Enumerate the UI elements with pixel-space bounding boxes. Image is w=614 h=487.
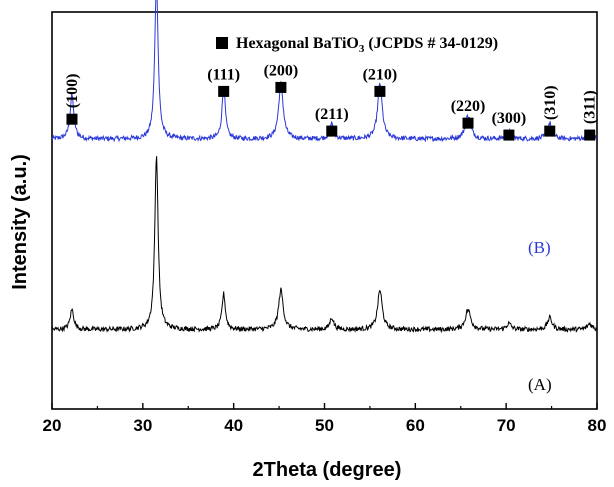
peak-marker xyxy=(66,113,78,125)
peak-label: (200) xyxy=(264,62,299,79)
peak-label: (210) xyxy=(363,66,398,83)
legend: Hexagonal BaTiO3 (JCPDS # 34-0129) xyxy=(216,35,498,55)
series-line-a xyxy=(51,156,597,334)
series-tag-a: (A) xyxy=(528,375,552,394)
peak-label: (100) xyxy=(64,74,81,109)
x-tick-label: 20 xyxy=(43,416,62,435)
series-tag-b: (B) xyxy=(528,238,551,257)
peak-marker xyxy=(326,125,338,137)
peak-marker xyxy=(218,85,230,97)
peak-marker xyxy=(462,117,474,129)
peak-label: (111) xyxy=(207,66,240,83)
x-tick-label: 50 xyxy=(315,416,334,435)
peak-marker xyxy=(374,85,386,97)
peak-marker xyxy=(584,129,596,141)
plot-frame xyxy=(51,11,598,410)
peak-marker xyxy=(275,81,287,93)
x-tick-label: 40 xyxy=(224,416,243,435)
legend-label: Hexagonal BaTiO3 (JCPDS # 34-0129) xyxy=(236,35,498,55)
peak-label: (220) xyxy=(451,98,486,115)
peak-marker xyxy=(544,125,556,137)
peak-marker xyxy=(503,129,515,141)
x-tick-label: 80 xyxy=(588,416,607,435)
x-tick-label: 60 xyxy=(406,416,425,435)
peak-label: (310) xyxy=(542,85,559,120)
peak-label: (211) xyxy=(315,106,349,123)
x-tick-label: 70 xyxy=(497,416,516,435)
y-axis-label: Intensity (a.u.) xyxy=(9,154,31,290)
x-axis-label: 2Theta (degree) xyxy=(253,459,402,481)
x-tick-label: 30 xyxy=(133,416,152,435)
peak-label: (311) xyxy=(582,90,599,124)
peak-label: (300) xyxy=(492,110,527,127)
legend-square-marker xyxy=(216,37,228,49)
